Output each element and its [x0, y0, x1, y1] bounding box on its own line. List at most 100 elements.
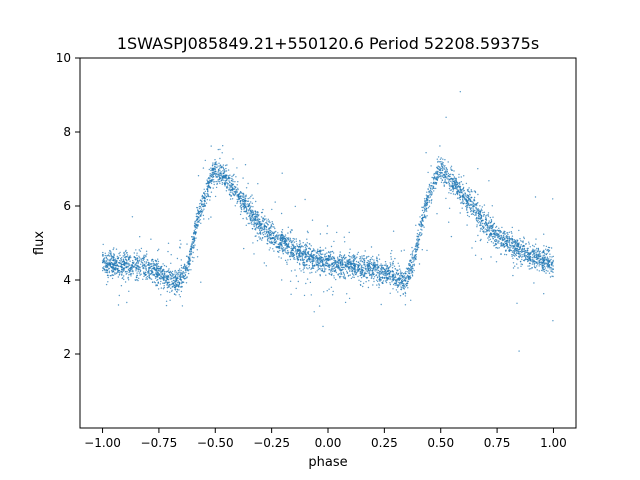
- data-point: [331, 265, 334, 268]
- data-point: [360, 271, 362, 273]
- data-point: [291, 255, 294, 258]
- data-point: [377, 272, 380, 274]
- data-point: [308, 254, 310, 256]
- data-point: [224, 183, 226, 186]
- data-point: [329, 255, 331, 257]
- data-point: [389, 282, 391, 284]
- data-point: [494, 231, 496, 234]
- data-point: [532, 251, 535, 253]
- data-point: [357, 251, 359, 254]
- data-point: [250, 195, 252, 198]
- data-point: [206, 188, 208, 190]
- data-point: [140, 273, 142, 275]
- data-point: [200, 215, 202, 217]
- data-point: [145, 278, 147, 280]
- data-point: [157, 281, 159, 284]
- data-point: [172, 276, 175, 279]
- data-point: [201, 195, 204, 197]
- data-point: [494, 236, 496, 238]
- data-point: [459, 185, 462, 188]
- data-point: [411, 266, 414, 268]
- data-point: [411, 274, 414, 276]
- data-point: [346, 263, 348, 265]
- data-point: [543, 245, 545, 247]
- data-point: [417, 241, 420, 243]
- data-point: [136, 274, 139, 277]
- data-point: [179, 272, 181, 274]
- data-point: [124, 281, 127, 283]
- data-point: [512, 274, 514, 277]
- data-point: [427, 207, 430, 209]
- data-point: [316, 270, 318, 272]
- data-point: [301, 256, 304, 258]
- data-point: [217, 165, 219, 167]
- data-point: [410, 261, 413, 264]
- data-point: [473, 199, 475, 201]
- data-point: [250, 205, 252, 208]
- data-point: [380, 276, 382, 279]
- data-point: [517, 267, 519, 269]
- data-point: [183, 272, 185, 274]
- data-point: [437, 167, 439, 170]
- data-point: [299, 248, 301, 250]
- data-point: [193, 233, 195, 235]
- data-point: [179, 296, 181, 298]
- data-point: [306, 255, 308, 258]
- data-point: [127, 279, 130, 281]
- data-point: [105, 260, 108, 262]
- data-point: [327, 258, 329, 260]
- data-point: [391, 262, 394, 264]
- data-point: [486, 233, 488, 235]
- data-point: [362, 282, 365, 284]
- data-point: [162, 274, 165, 277]
- data-point: [221, 152, 223, 154]
- data-point: [138, 255, 140, 257]
- data-point: [165, 265, 168, 268]
- data-point: [163, 273, 166, 276]
- data-point: [290, 246, 292, 248]
- data-point: [156, 279, 158, 281]
- data-point: [318, 250, 320, 253]
- data-point: [277, 238, 279, 240]
- data-point: [111, 271, 114, 273]
- data-point: [210, 182, 213, 185]
- data-point: [319, 257, 321, 259]
- data-point: [542, 263, 544, 265]
- data-point: [255, 214, 257, 216]
- data-point: [288, 240, 291, 243]
- data-point: [145, 255, 147, 258]
- data-point: [355, 260, 358, 263]
- data-point: [123, 251, 125, 254]
- data-point: [273, 243, 275, 246]
- data-point: [207, 194, 209, 196]
- data-point: [309, 281, 312, 284]
- data-point: [542, 270, 544, 272]
- data-point: [405, 267, 408, 269]
- data-point: [141, 262, 144, 264]
- data-point: [254, 210, 256, 212]
- data-point: [207, 180, 209, 182]
- data-point: [447, 172, 450, 175]
- data-point: [107, 259, 109, 261]
- data-point: [148, 269, 150, 271]
- data-point: [437, 161, 439, 163]
- data-point: [467, 197, 470, 199]
- data-point: [281, 233, 284, 235]
- data-point: [205, 195, 207, 198]
- data-point: [473, 196, 476, 199]
- data-point: [534, 243, 537, 245]
- data-point: [434, 176, 436, 178]
- data-point: [360, 284, 362, 286]
- data-point: [262, 208, 264, 211]
- data-point: [112, 263, 115, 265]
- data-point: [474, 211, 476, 214]
- data-point: [127, 266, 130, 268]
- data-point: [261, 239, 263, 241]
- data-point: [272, 232, 274, 235]
- data-point: [110, 269, 113, 272]
- data-point: [232, 180, 234, 183]
- data-point: [186, 265, 188, 267]
- data-point: [471, 247, 473, 249]
- data-point: [190, 253, 193, 255]
- data-point: [223, 179, 225, 182]
